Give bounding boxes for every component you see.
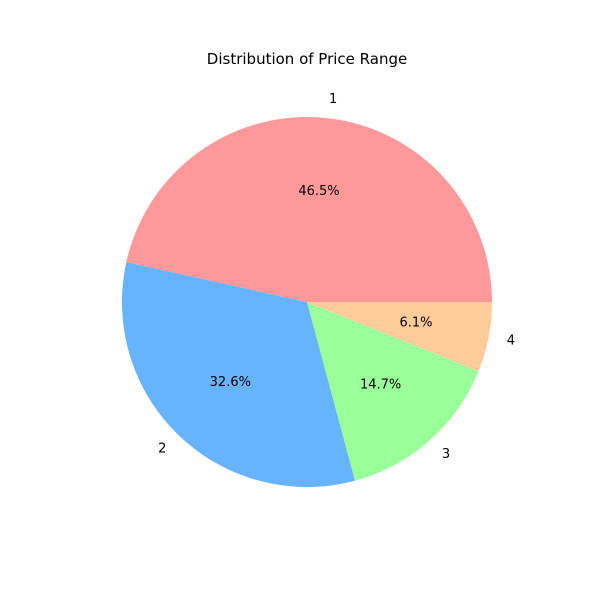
pie-slices bbox=[122, 116, 493, 487]
pie-slice-4 bbox=[307, 302, 492, 372]
category-label-2: 2 bbox=[158, 442, 166, 457]
pie-slice-1 bbox=[126, 116, 493, 302]
category-label-1: 1 bbox=[329, 92, 337, 107]
percent-label-1: 46.5% bbox=[298, 184, 339, 199]
pie-slice-3 bbox=[307, 302, 479, 481]
chart-title: Distribution of Price Range bbox=[207, 50, 407, 68]
percent-label-4: 6.1% bbox=[399, 316, 432, 331]
pie-labels: 1 46.5% 2 32.6% 3 14.7% 4 6.1% bbox=[158, 92, 515, 462]
category-label-3: 3 bbox=[442, 447, 450, 462]
percent-label-3: 14.7% bbox=[360, 378, 401, 393]
category-label-4: 4 bbox=[507, 333, 515, 348]
percent-label-2: 32.6% bbox=[210, 375, 251, 390]
pie-slice-2 bbox=[122, 262, 356, 487]
